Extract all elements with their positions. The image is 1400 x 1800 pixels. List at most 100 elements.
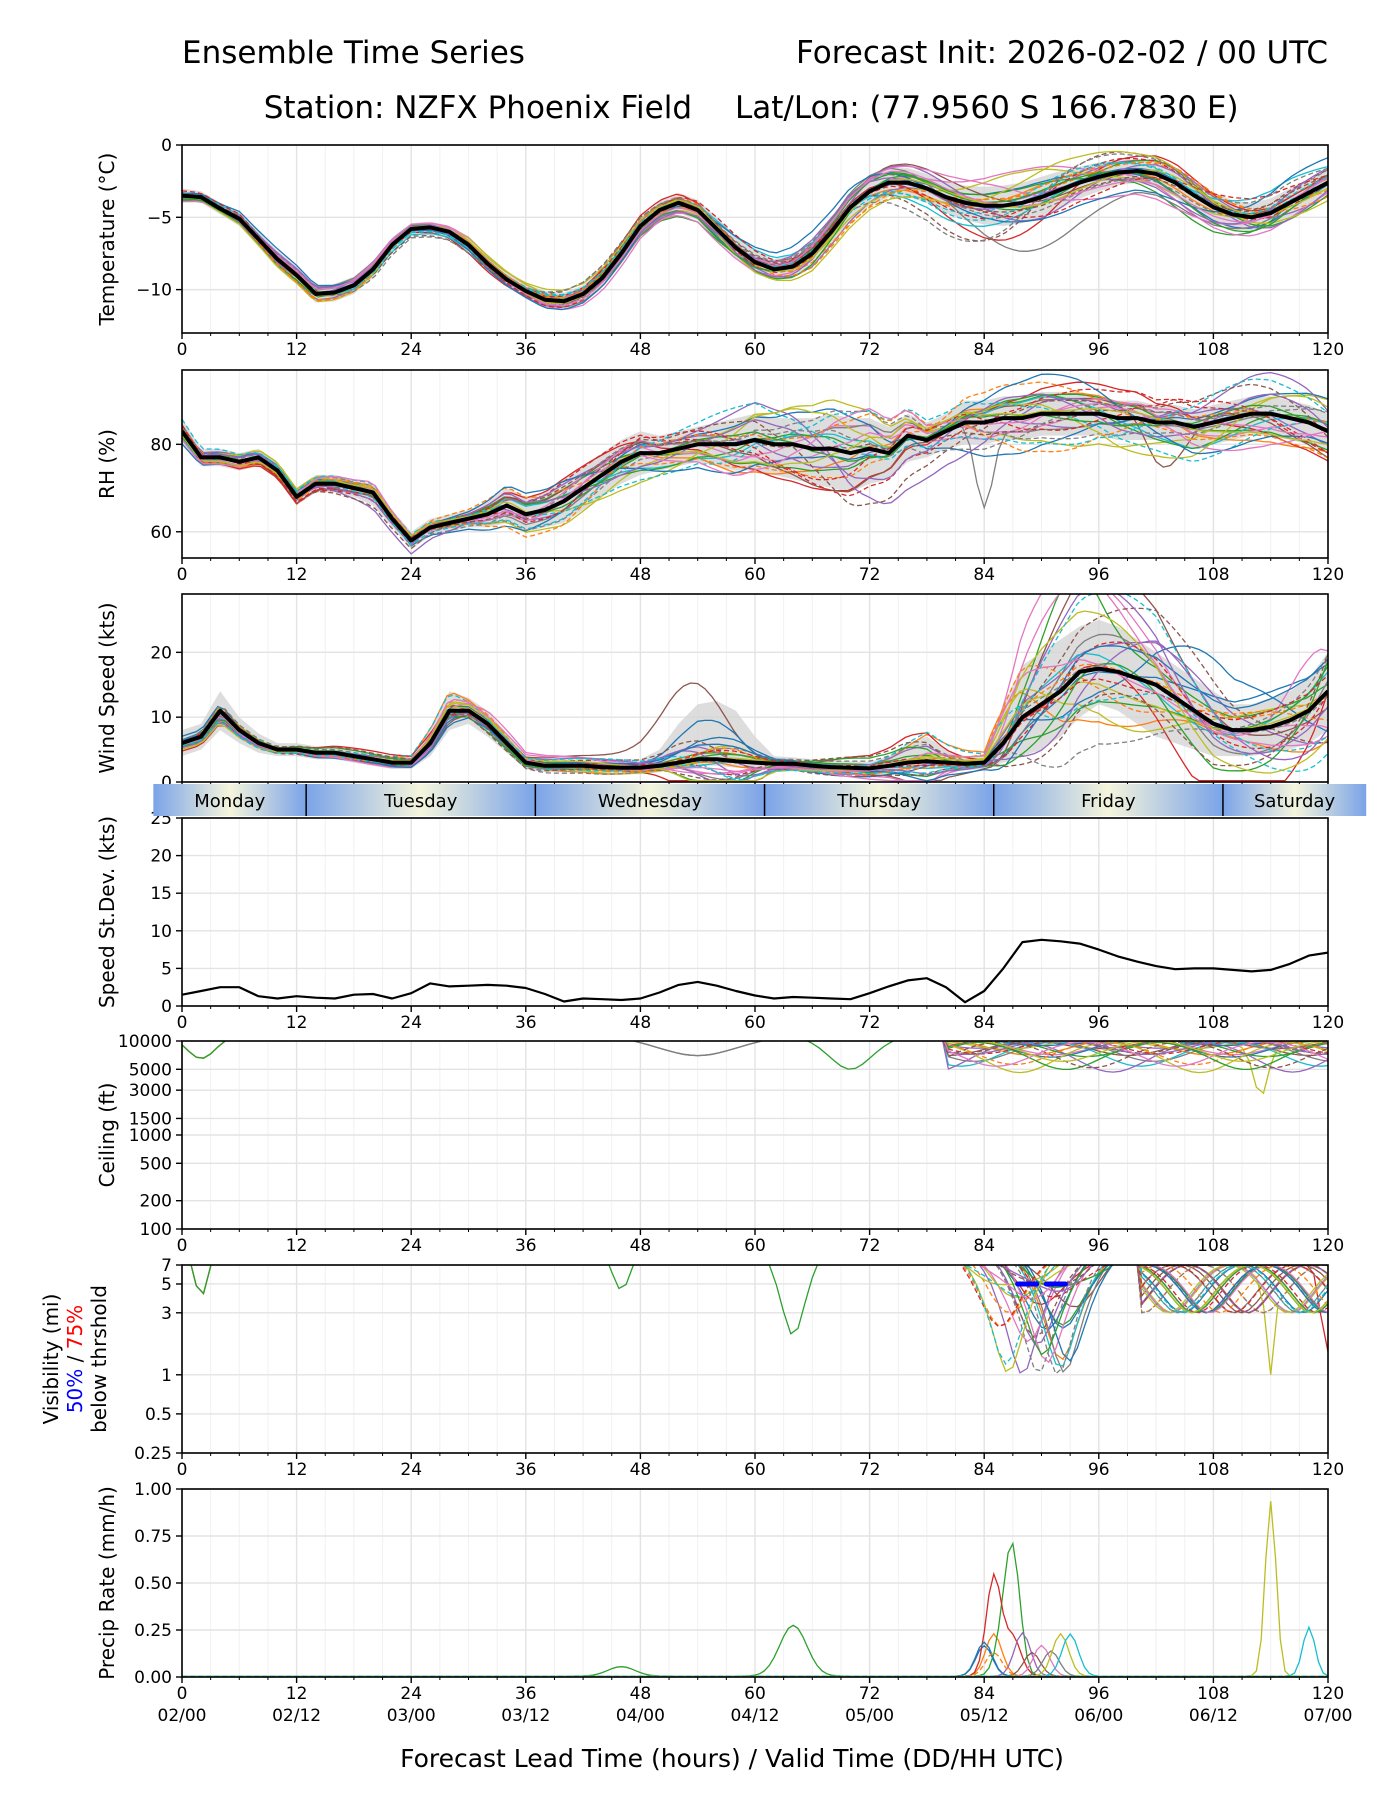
- ensemble-members: [182, 1501, 1328, 1677]
- y-tick-label: 200: [140, 1192, 172, 1212]
- x-tick-label: 48: [630, 1013, 652, 1033]
- y-tick-label: 1000: [129, 1126, 172, 1146]
- x-tick-label: 108: [1197, 1684, 1229, 1704]
- day-label: Thursday: [836, 791, 921, 812]
- panel-6: 0.25 0.5 1 3 57 0 12 24 36 48 60 72 84 96 108 120 Visibi…: [39, 1256, 1344, 1480]
- day-segment: Tuesday: [305, 784, 536, 816]
- y-axis-label-group: Ceiling (ft): [95, 1083, 119, 1188]
- x-tick-label: 24: [400, 1236, 422, 1256]
- ensemble-member-line: [182, 659, 1328, 782]
- figure-title: Ensemble Time Series: [182, 35, 525, 71]
- y-axis-label-group: Visibility (mi) 50% / 75% below thrshold: [39, 1285, 111, 1433]
- x-axis: 0 12 24 36 48 60 72 84 96 108 120: [177, 558, 1344, 585]
- ensemble-member-line: [943, 1041, 1328, 1055]
- x-tick-label: 108: [1197, 1236, 1229, 1256]
- x-tick-label: 108: [1197, 565, 1229, 585]
- x-tick-label: 96: [1088, 565, 1110, 585]
- ensemble-member-line: [945, 1041, 1328, 1063]
- y-axis-label: Wind Speed (kts): [95, 602, 119, 773]
- y-tick-label: 5: [161, 959, 172, 979]
- y-tick-label: 20: [150, 847, 172, 867]
- x-tick-label: 96: [1088, 1013, 1110, 1033]
- ensemble-members: [182, 1041, 1328, 1095]
- x-tick-label: 36: [515, 1236, 537, 1256]
- x-tick-label: 120: [1312, 565, 1344, 585]
- x-tick-label: 72: [859, 340, 881, 360]
- ensemble-member-line: [943, 1041, 1328, 1067]
- ensemble-member-line: [182, 594, 1328, 781]
- ensemble-member-line: [182, 153, 1328, 297]
- x-tick-label: 24: [400, 1013, 422, 1033]
- plot-area: [182, 1041, 1328, 1095]
- x-tick-label: 48: [630, 340, 652, 360]
- y-axis: 0.00 0.25 0.50 0.75 1.00: [134, 1480, 182, 1688]
- x-axis: 0 12 24 36 48 60 72 84 96 108 120: [177, 333, 1344, 360]
- x-tick-label: 108: [1197, 340, 1229, 360]
- x-tick-label: 84: [973, 1013, 995, 1033]
- plot-area: [182, 150, 1328, 311]
- y-tick-label: 0.00: [134, 1668, 172, 1688]
- x-tick-label: 72: [859, 1460, 881, 1480]
- x-tick-label: 84: [973, 1236, 995, 1256]
- x-tick-label: 24: [400, 565, 422, 585]
- ensemble-mean-line: [182, 169, 1328, 304]
- x-tick-label: 24: [400, 340, 422, 360]
- day-label: Tuesday: [383, 791, 458, 812]
- day-band: Monday Tuesday Wednesday Thursday Friday Satu…: [153, 784, 1367, 816]
- minor-grid: [210, 818, 1300, 1006]
- day-label: Wednesday: [598, 791, 703, 812]
- ensemble-mean-line: [182, 666, 1328, 771]
- day-segment-fill: [306, 784, 536, 816]
- y-tick-label: 100: [140, 1220, 172, 1240]
- valid-time-label: 03/00: [387, 1706, 436, 1726]
- day-segment-fill: [535, 784, 765, 816]
- day-segment: Thursday: [763, 784, 994, 816]
- x-tick-label: 84: [973, 1684, 995, 1704]
- valid-time-label: 02/00: [158, 1706, 207, 1726]
- ensemble-member-line: [182, 403, 1328, 547]
- day-label: Monday: [194, 791, 265, 812]
- y-tick-label: 0: [161, 997, 172, 1017]
- y-axis: 0 10 20: [150, 643, 182, 793]
- ensemble-member-line: [182, 150, 1328, 303]
- x-tick-label: 120: [1312, 1236, 1344, 1256]
- x-tick-label: 84: [973, 565, 995, 585]
- x-tick-label: 60: [744, 565, 766, 585]
- y-axis-label: RH (%): [95, 429, 119, 499]
- x-tick-label: 96: [1088, 1684, 1110, 1704]
- y-axis-label-group: Precip Rate (mm/h): [95, 1486, 119, 1680]
- ensemble-member-line: [182, 174, 1328, 309]
- y-tick-label: 10: [150, 708, 172, 728]
- x-tick-label: 36: [515, 565, 537, 585]
- x-tick-label: 12: [286, 1236, 308, 1256]
- station-label: Station: NZFX Phoenix Field: [264, 90, 692, 126]
- x-axis-label: Forecast Lead Time (hours) / Valid Time …: [400, 1744, 1064, 1773]
- day-segment-fill: [1222, 784, 1367, 816]
- day-segment-fill: [153, 784, 307, 816]
- y-tick-label: 7: [161, 1256, 172, 1276]
- y-tick-label: 15: [150, 884, 172, 904]
- x-tick-label: 96: [1088, 340, 1110, 360]
- y-tick-label: 5: [161, 1275, 172, 1295]
- x-tick-label: 120: [1312, 1684, 1344, 1704]
- legend-slash: /: [63, 1349, 87, 1368]
- x-tick-label: 0: [177, 1460, 188, 1480]
- x-axis: 0 12 24 36 48 60 72 84 96 108 120: [177, 1453, 1344, 1480]
- y-tick-label: 10: [150, 922, 172, 942]
- ensemble-member-line: [182, 653, 1328, 781]
- valid-time-label: 06/00: [1074, 1706, 1123, 1726]
- x-tick-label: 72: [859, 1684, 881, 1704]
- ensemble-member-line: [182, 594, 1328, 782]
- y-tick-label: 3000: [129, 1081, 172, 1101]
- x-tick-label: 48: [630, 565, 652, 585]
- threshold-legend: 50% / 75%: [63, 1305, 87, 1413]
- minor-grid: [210, 594, 1300, 782]
- x-tick-label: 0: [177, 340, 188, 360]
- x-tick-label: 36: [515, 1684, 537, 1704]
- x-tick-label: 12: [286, 340, 308, 360]
- x-tick-label: 48: [630, 1236, 652, 1256]
- panel-1: 0 −5 −10 0 12 24 36 48 60 72 84 96 108 120 Temperature…: [95, 136, 1344, 360]
- x-tick-label: 120: [1312, 1460, 1344, 1480]
- ensemble-member-line: [630, 1041, 1328, 1062]
